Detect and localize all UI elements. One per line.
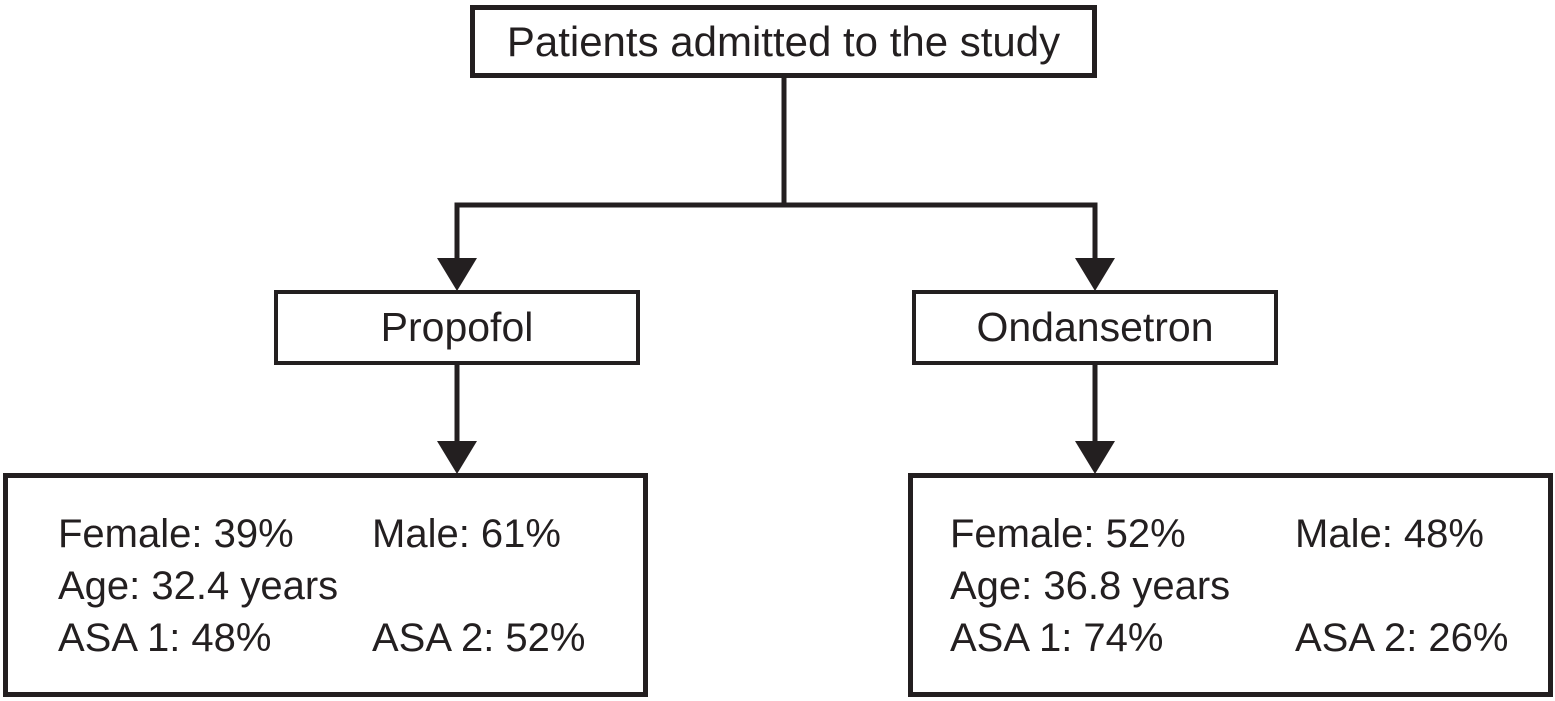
ondansetron-female-stat: Female: 52% [950,512,1186,556]
stats-row: Age: 32.4 years [8,560,643,612]
stats-row: Female: 52% Male: 48% [913,508,1548,560]
propofol-female-stat: Female: 39% [58,512,294,556]
arrowhead-down-icon [1075,441,1115,474]
propofol-male-stat: Male: 61% [372,512,561,556]
propofol-asa2-stat: ASA 2: 52% [372,616,586,660]
propofol-box: Propofol [274,290,640,365]
stats-row: ASA 1: 74% ASA 2: 26% [913,612,1548,664]
arrowhead-down-icon [437,441,477,474]
ondansetron-asa1-stat: ASA 1: 74% [950,616,1164,660]
ondansetron-age-stat: Age: 36.8 years [950,564,1231,608]
arrowhead-down-icon [437,258,477,291]
ondansetron-box: Ondansetron [912,290,1278,365]
stats-row: Age: 36.8 years [913,560,1548,612]
ondansetron-stats-box: Female: 52% Male: 48% Age: 36.8 years AS… [908,473,1553,697]
propofol-stats-box: Female: 39% Male: 61% Age: 32.4 years AS… [3,473,648,697]
propofol-asa1-stat: ASA 1: 48% [58,616,272,660]
ondansetron-male-stat: Male: 48% [1295,512,1484,556]
root-box-label: Patients admitted to the study [506,17,1061,65]
ondansetron-box-label: Ondansetron [976,304,1214,350]
propofol-box-label: Propofol [380,304,534,350]
arrowhead-down-icon [1075,258,1115,291]
stats-row: Female: 39% Male: 61% [8,508,643,560]
propofol-age-stat: Age: 32.4 years [58,564,339,608]
root-box: Patients admitted to the study [470,5,1097,78]
stats-row: ASA 1: 48% ASA 2: 52% [8,612,643,664]
ondansetron-asa2-stat: ASA 2: 26% [1295,616,1509,660]
